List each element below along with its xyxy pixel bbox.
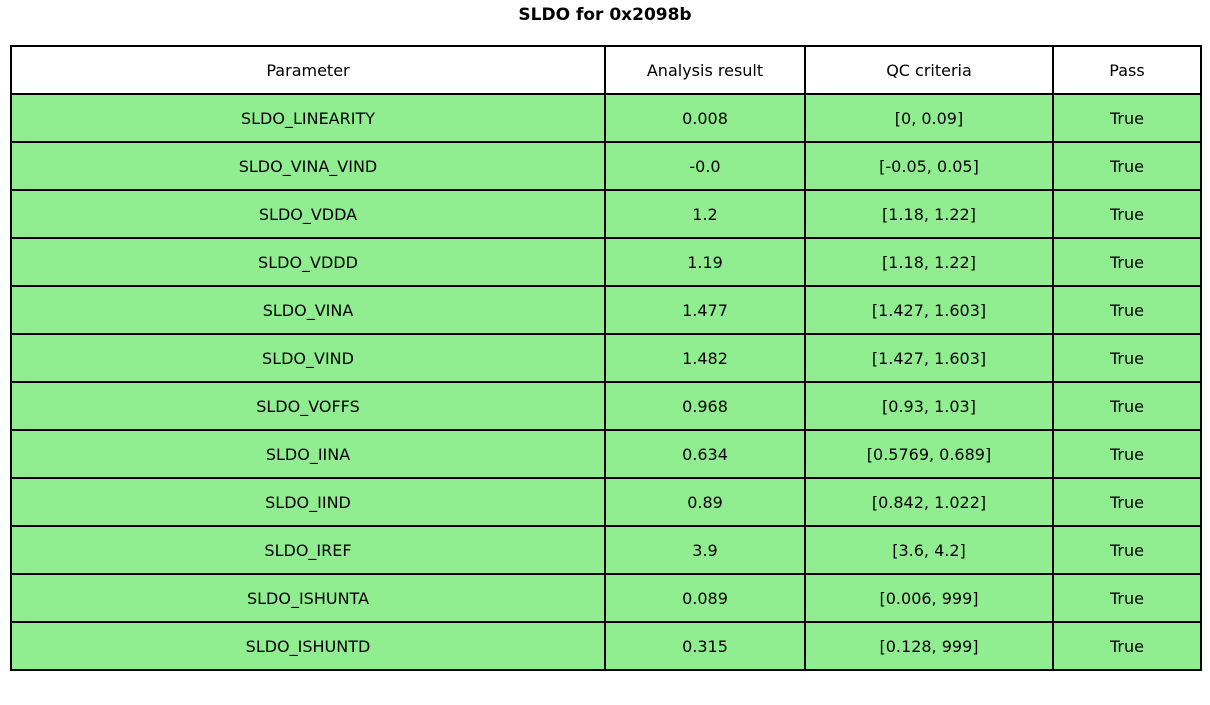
- table-header: Parameter Analysis result QC criteria Pa…: [10, 45, 1202, 95]
- criteria-cell: [0, 0.09]: [804, 93, 1054, 143]
- criteria-cell: [0.93, 1.03]: [804, 381, 1054, 431]
- pass-cell: True: [1052, 525, 1202, 575]
- pass-cell: True: [1052, 381, 1202, 431]
- pass-cell: True: [1052, 429, 1202, 479]
- column-header-analysis-result: Analysis result: [604, 45, 806, 95]
- table-row: SLDO_VDDA 1.2 [1.18, 1.22] True: [10, 189, 1202, 239]
- table-row: SLDO_VINA 1.477 [1.427, 1.603] True: [10, 285, 1202, 335]
- pass-cell: True: [1052, 477, 1202, 527]
- pass-cell: True: [1052, 189, 1202, 239]
- table-row: SLDO_VDDD 1.19 [1.18, 1.22] True: [10, 237, 1202, 287]
- pass-cell: True: [1052, 573, 1202, 623]
- pass-cell: True: [1052, 285, 1202, 335]
- parameter-cell: SLDO_IIND: [10, 477, 606, 527]
- criteria-cell: [1.427, 1.603]: [804, 285, 1054, 335]
- criteria-cell: [0.128, 999]: [804, 621, 1054, 671]
- result-cell: 0.634: [604, 429, 806, 479]
- table-row: SLDO_VINA_VIND -0.0 [-0.05, 0.05] True: [10, 141, 1202, 191]
- parameter-cell: SLDO_ISHUNTD: [10, 621, 606, 671]
- result-cell: 1.19: [604, 237, 806, 287]
- table-row: SLDO_LINEARITY 0.008 [0, 0.09] True: [10, 93, 1202, 143]
- parameter-cell: SLDO_VOFFS: [10, 381, 606, 431]
- parameter-cell: SLDO_VINA: [10, 285, 606, 335]
- pass-cell: True: [1052, 141, 1202, 191]
- table-row: SLDO_ISHUNTA 0.089 [0.006, 999] True: [10, 573, 1202, 623]
- pass-cell: True: [1052, 237, 1202, 287]
- criteria-cell: [0.5769, 0.689]: [804, 429, 1054, 479]
- pass-cell: True: [1052, 333, 1202, 383]
- table-body: SLDO_LINEARITY 0.008 [0, 0.09] True SLDO…: [10, 93, 1202, 671]
- page-title: SLDO for 0x2098b: [518, 5, 692, 25]
- result-cell: 3.9: [604, 525, 806, 575]
- table-row: SLDO_IINA 0.634 [0.5769, 0.689] True: [10, 429, 1202, 479]
- result-cell: -0.0: [604, 141, 806, 191]
- header-row: Parameter Analysis result QC criteria Pa…: [10, 45, 1202, 95]
- parameter-cell: SLDO_VIND: [10, 333, 606, 383]
- result-cell: 0.89: [604, 477, 806, 527]
- column-header-pass: Pass: [1052, 45, 1202, 95]
- pass-cell: True: [1052, 93, 1202, 143]
- table-row: SLDO_IIND 0.89 [0.842, 1.022] True: [10, 477, 1202, 527]
- parameter-cell: SLDO_ISHUNTA: [10, 573, 606, 623]
- table-row: SLDO_VOFFS 0.968 [0.93, 1.03] True: [10, 381, 1202, 431]
- column-header-parameter: Parameter: [10, 45, 606, 95]
- criteria-cell: [1.18, 1.22]: [804, 237, 1054, 287]
- table-row: SLDO_IREF 3.9 [3.6, 4.2] True: [10, 525, 1202, 575]
- parameter-cell: SLDO_IINA: [10, 429, 606, 479]
- result-cell: 0.008: [604, 93, 806, 143]
- criteria-cell: [3.6, 4.2]: [804, 525, 1054, 575]
- result-cell: 0.968: [604, 381, 806, 431]
- parameter-cell: SLDO_VDDD: [10, 237, 606, 287]
- table-row: SLDO_VIND 1.482 [1.427, 1.603] True: [10, 333, 1202, 383]
- criteria-cell: [1.427, 1.603]: [804, 333, 1054, 383]
- result-cell: 0.089: [604, 573, 806, 623]
- parameter-cell: SLDO_VDDA: [10, 189, 606, 239]
- qc-results-table: Parameter Analysis result QC criteria Pa…: [10, 45, 1202, 671]
- pass-cell: True: [1052, 621, 1202, 671]
- result-cell: 0.315: [604, 621, 806, 671]
- result-cell: 1.477: [604, 285, 806, 335]
- criteria-cell: [-0.05, 0.05]: [804, 141, 1054, 191]
- column-header-qc-criteria: QC criteria: [804, 45, 1054, 95]
- criteria-cell: [0.006, 999]: [804, 573, 1054, 623]
- parameter-cell: SLDO_IREF: [10, 525, 606, 575]
- result-cell: 1.482: [604, 333, 806, 383]
- parameter-cell: SLDO_VINA_VIND: [10, 141, 606, 191]
- parameter-cell: SLDO_LINEARITY: [10, 93, 606, 143]
- result-cell: 1.2: [604, 189, 806, 239]
- criteria-cell: [0.842, 1.022]: [804, 477, 1054, 527]
- criteria-cell: [1.18, 1.22]: [804, 189, 1054, 239]
- table-row: SLDO_ISHUNTD 0.315 [0.128, 999] True: [10, 621, 1202, 671]
